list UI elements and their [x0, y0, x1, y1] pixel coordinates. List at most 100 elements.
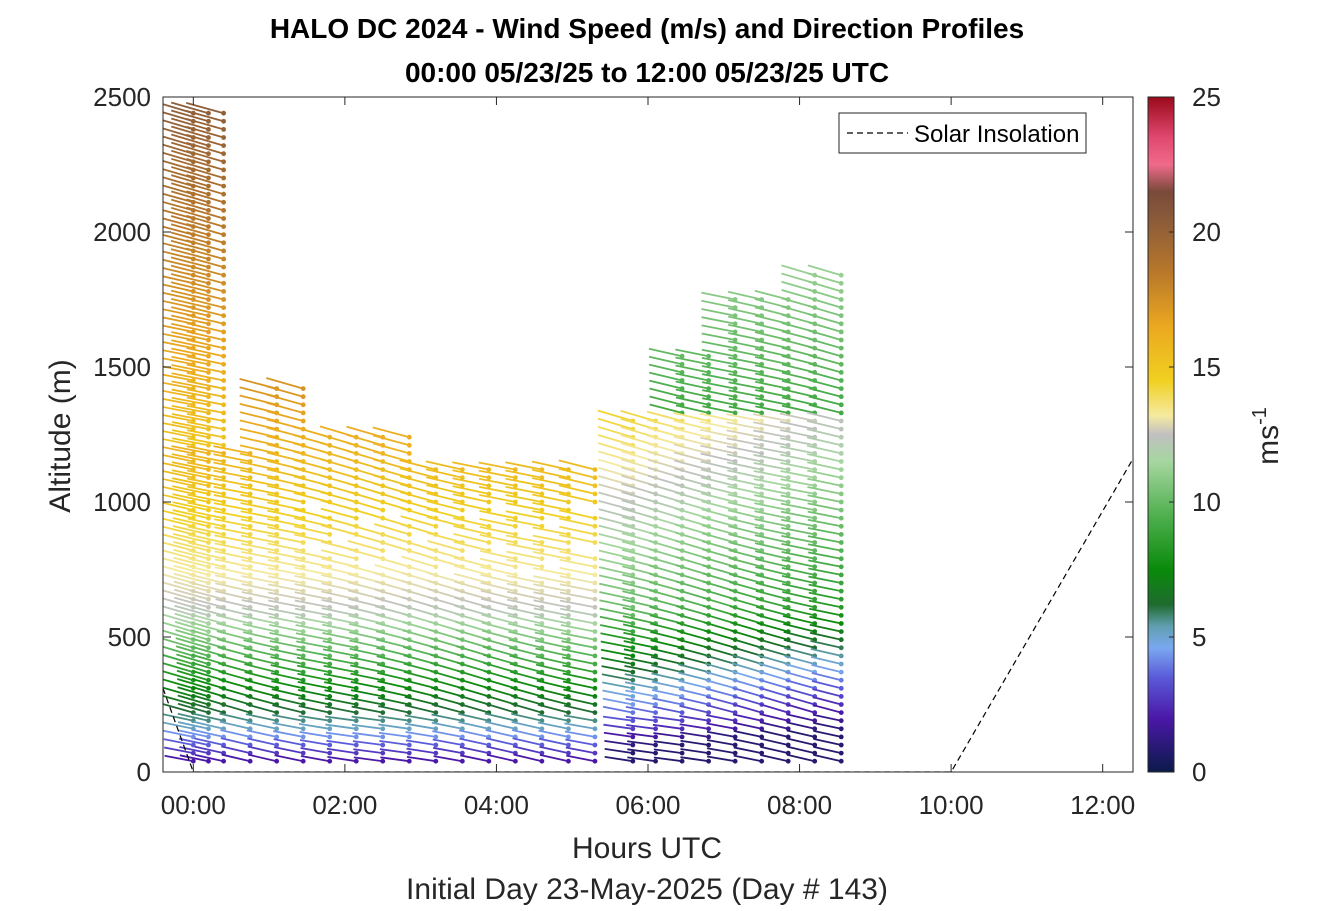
wind-barb-tip [812, 467, 818, 472]
wind-barb-tip [732, 742, 738, 748]
wind-barb [812, 696, 842, 706]
wind-barb-tip [785, 734, 791, 740]
wind-barb [785, 679, 815, 690]
wind-barb [272, 722, 304, 730]
wind-barb-tip [221, 499, 227, 505]
wind-barb [271, 680, 304, 690]
wind-barb [189, 613, 224, 625]
wind-barb-tip [732, 337, 738, 343]
wind-barb-tip [300, 621, 306, 626]
wind-barb [701, 340, 736, 349]
wind-barb [178, 729, 209, 738]
wind-barb [679, 715, 709, 722]
wind-barb [754, 347, 789, 358]
wind-barb-tip [353, 694, 359, 699]
wind-barb-tip [206, 313, 211, 319]
wind-barb-tip [406, 710, 412, 715]
wind-barb [676, 621, 709, 633]
wind-barb-tip [221, 475, 227, 481]
wind-barb [506, 574, 543, 584]
wind-barb [186, 461, 224, 471]
wind-barb [482, 645, 516, 657]
wind-barb-tip [838, 726, 844, 732]
wind-barb [186, 247, 224, 260]
wind-barb-tip [327, 661, 333, 667]
wind-barb [214, 526, 251, 536]
wind-barb-tip [539, 726, 545, 732]
wind-barb-tip [592, 491, 598, 497]
wind-barb [163, 541, 194, 552]
wind-barb [243, 639, 277, 649]
wind-barb [728, 364, 762, 374]
wind-barb [806, 444, 842, 455]
wind-barb-tip [812, 483, 818, 489]
wind-barb-tip [221, 183, 227, 189]
wind-barb [163, 738, 194, 746]
wind-barb [186, 412, 224, 422]
wind-barb [598, 541, 634, 552]
wind-barb [215, 590, 251, 601]
wind-barb [173, 572, 209, 584]
wind-barb-tip [512, 580, 518, 586]
wind-barb-tip [759, 499, 765, 505]
wind-barb [171, 388, 209, 398]
wind-barb-tip [759, 491, 765, 497]
wind-barb-tip [221, 507, 227, 513]
wind-barb-tip [592, 475, 598, 481]
wind-barb-tip [679, 370, 685, 375]
wind-barb [623, 631, 656, 641]
wind-barb-tip [512, 540, 518, 545]
wind-barb [456, 653, 490, 665]
wind-barb [268, 591, 304, 601]
wind-barb-tip [838, 685, 844, 691]
wind-barb [192, 694, 224, 706]
wind-barb [406, 747, 436, 754]
wind-barb-tip [247, 532, 253, 537]
wind-barb [779, 437, 815, 447]
wind-barb [674, 507, 709, 520]
wind-barb-tip [221, 337, 227, 343]
wind-barb [216, 638, 251, 649]
wind-barb [351, 705, 383, 714]
wind-barb-tip [539, 596, 545, 602]
wind-barb [786, 753, 815, 763]
wind-barb [171, 339, 209, 349]
wind-barb [163, 201, 194, 212]
wind-barb-tip [838, 442, 844, 448]
wind-barb [479, 510, 516, 520]
wind-barb [186, 347, 224, 358]
wind-barb [534, 631, 569, 641]
wind-barb-tip [512, 499, 518, 505]
wind-barb [674, 459, 709, 471]
wind-barb [267, 542, 304, 552]
wind-barb-tip [592, 523, 598, 529]
wind-barb [701, 291, 736, 301]
wind-barb-tip [247, 564, 253, 570]
wind-barb [677, 655, 709, 665]
wind-barb-tip [274, 718, 280, 724]
wind-barb [347, 539, 384, 552]
wind-barb [506, 590, 543, 601]
wind-barb [678, 680, 709, 690]
wind-barb [727, 485, 762, 495]
wind-barb [704, 637, 736, 649]
wind-barb-tip [380, 742, 386, 748]
wind-barb [653, 740, 683, 746]
wind-barb-tip [459, 475, 465, 481]
wind-barb [163, 389, 194, 398]
wind-barb [559, 525, 596, 536]
wind-barb-tip [512, 515, 518, 521]
wind-barb [539, 753, 569, 763]
wind-barb [187, 517, 224, 528]
wind-barb-tip [300, 580, 306, 586]
wind-barb [171, 347, 209, 358]
wind-barb [702, 556, 736, 568]
wind-barb [726, 461, 762, 471]
wind-barb [811, 680, 842, 690]
wind-barb-tip [838, 361, 844, 367]
wind-barb [267, 517, 304, 528]
wind-barb [506, 534, 543, 544]
wind-barb-tip [732, 402, 738, 408]
wind-barb-tip [592, 694, 598, 699]
wind-barb-tip [630, 694, 636, 699]
